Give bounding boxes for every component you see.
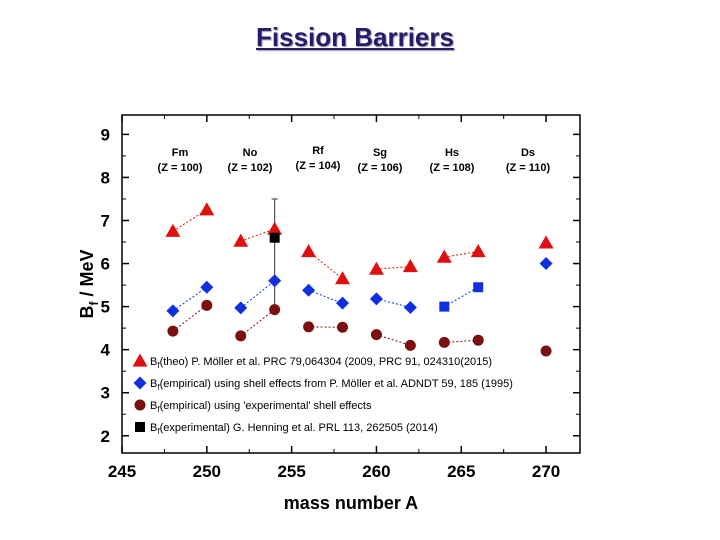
marker-theo	[436, 249, 452, 263]
marker-theo	[368, 261, 384, 275]
marker-empirical-exp-shell	[269, 304, 281, 316]
marker-empirical-shell	[336, 296, 350, 310]
marker-empirical-exp-shell	[201, 299, 213, 311]
element-name: Sg	[373, 147, 387, 159]
series-line-theo	[444, 250, 479, 258]
marker-empirical-shell	[369, 292, 383, 306]
marker-theo	[335, 271, 351, 285]
page-title: Fission Barriers	[256, 22, 454, 52]
element-name: No	[243, 147, 258, 159]
y-tick-label: 6	[101, 255, 110, 274]
series-line-blue-square	[444, 286, 479, 308]
x-tick-label: 260	[362, 462, 390, 481]
legend: Bf(theo) P. Möller et al. PRC 79,064304 …	[132, 353, 513, 436]
marker-blue-square	[473, 282, 484, 293]
marker-theo	[538, 235, 554, 249]
legend-label: Bf(empirical) using 'experimental' shell…	[150, 400, 372, 414]
element-z: (Z = 104)	[296, 160, 341, 172]
data-markers	[165, 202, 554, 357]
marker-empirical-exp-shell	[337, 321, 349, 333]
marker-empirical-shell	[200, 280, 214, 294]
element-z: (Z = 110)	[506, 162, 551, 174]
x-axis-label: mass number A	[284, 493, 418, 513]
element-name: Fm	[172, 147, 189, 159]
series-line-empirical-shell	[376, 298, 411, 308]
series-line-theo	[308, 251, 343, 280]
element-name: Rf	[312, 145, 324, 157]
y-axis-label-sub: f	[87, 301, 101, 306]
legend-marker-theo	[132, 353, 148, 367]
legend-marker-empirical-exp-shell	[134, 399, 146, 411]
element-z: (Z = 108)	[430, 162, 475, 174]
marker-empirical-exp-shell	[370, 329, 382, 341]
marker-theo	[402, 259, 418, 273]
y-axis-label: Bf / MeV	[77, 249, 101, 318]
marker-blue-square	[439, 301, 450, 312]
error-bars	[271, 198, 278, 316]
series-line-empirical-exp-shell	[444, 339, 479, 343]
x-tick-label: 270	[532, 462, 560, 481]
marker-theo	[233, 233, 249, 247]
marker-empirical-exp-shell	[404, 339, 416, 351]
legend-marker-empirical-shell	[133, 376, 147, 390]
marker-empirical-shell	[403, 300, 417, 314]
y-tick-label: 5	[101, 298, 110, 317]
marker-empirical-shell	[539, 257, 553, 271]
marker-empirical-shell	[234, 301, 248, 315]
marker-theo	[267, 221, 283, 235]
x-tick-labels: 245 250 255 260 265 270	[108, 462, 560, 481]
x-tick-label: 250	[193, 462, 221, 481]
element-z: (Z = 100)	[158, 162, 203, 174]
marker-empirical-exp-shell	[303, 321, 315, 333]
element-name: Hs	[445, 147, 459, 159]
series-line-empirical-exp-shell	[172, 304, 208, 332]
legend-label: Bf(empirical) using shell effects from P…	[150, 378, 513, 392]
y-axis-label-main: B	[77, 306, 97, 319]
legend-marker-experimental	[135, 422, 145, 432]
axis-ticks	[121, 115, 580, 453]
marker-empirical-shell	[268, 274, 282, 288]
series-line-empirical-exp-shell	[240, 309, 275, 337]
series-line-empirical-exp-shell	[376, 334, 411, 346]
element-z: (Z = 106)	[358, 162, 403, 174]
x-tick-label: 255	[277, 462, 305, 481]
y-axis-label-rest: / MeV	[77, 249, 97, 301]
marker-empirical-exp-shell	[540, 345, 552, 357]
marker-theo	[165, 223, 181, 237]
x-tick-label: 265	[447, 462, 475, 481]
element-labels: Fm (Z = 100) No (Z = 102) Rf (Z = 104) Sg (Z = …	[158, 145, 551, 174]
series-line-empirical-shell	[240, 280, 275, 309]
marker-theo	[301, 243, 317, 258]
element-name: Ds	[521, 147, 535, 159]
y-tick-label: 9	[101, 125, 110, 144]
x-tick-label: 245	[108, 462, 136, 481]
marker-empirical-shell	[302, 283, 316, 297]
y-tick-label: 2	[101, 427, 110, 446]
marker-empirical-exp-shell	[167, 325, 179, 337]
element-z: (Z = 102)	[228, 162, 273, 174]
plot-frame	[121, 114, 581, 454]
marker-empirical-exp-shell	[235, 330, 247, 342]
marker-theo	[199, 202, 215, 216]
marker-empirical-exp-shell	[438, 336, 450, 348]
series-lines	[172, 209, 479, 346]
y-tick-label: 3	[101, 384, 110, 403]
y-tick-label: 7	[101, 211, 110, 230]
marker-experimental	[269, 232, 280, 243]
y-tick-labels: 2 3 4 5 6 7 8 9	[101, 125, 111, 445]
legend-label: Bf(theo) P. Möller et al. PRC 79,064304 …	[150, 356, 492, 370]
legend-label: Bf(experimental) G. Henning et al. PRL 1…	[150, 422, 438, 436]
marker-theo	[470, 243, 486, 258]
series-line-theo	[376, 266, 411, 270]
y-tick-label: 4	[101, 341, 111, 360]
y-tick-label: 8	[101, 168, 110, 187]
marker-empirical-exp-shell	[472, 334, 484, 346]
series-line-empirical-shell	[172, 286, 208, 312]
marker-empirical-shell	[166, 304, 180, 318]
